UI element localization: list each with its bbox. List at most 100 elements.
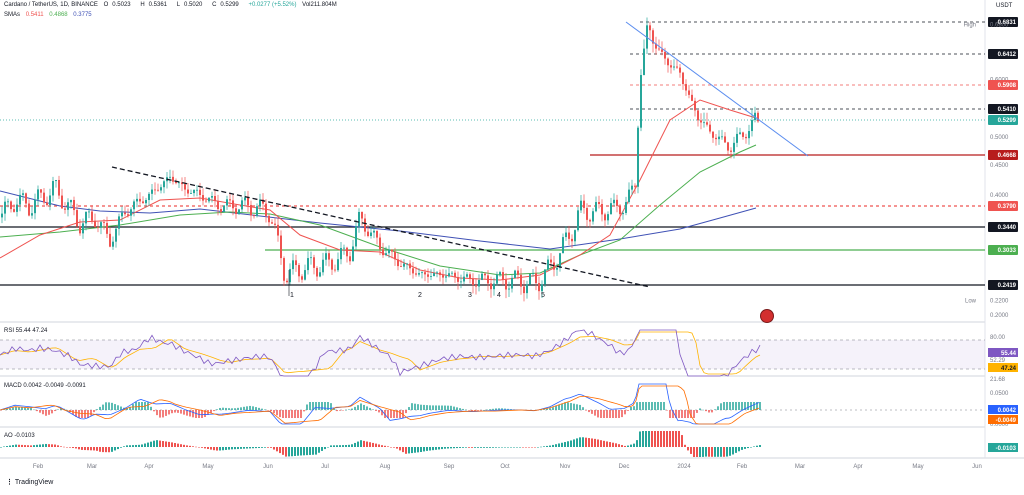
macd-histogram-bar	[507, 408, 509, 410]
macd-histogram-bar	[336, 410, 338, 412]
macd-histogram-bar	[480, 410, 482, 411]
candle-body	[268, 215, 270, 223]
candle-body	[517, 270, 519, 275]
candle-body	[148, 193, 150, 201]
ao-histogram-bar	[672, 431, 674, 447]
macd-histogram-bar	[159, 410, 161, 418]
macd-histogram-bar	[393, 410, 395, 418]
macd-histogram-bar	[0, 410, 2, 411]
candle-body	[376, 230, 378, 238]
ao-histogram-bar	[558, 443, 560, 447]
ao-histogram-bar	[210, 447, 212, 450]
price-level-tag-text: 0.5908	[998, 83, 1017, 89]
ao-histogram-bar	[573, 439, 575, 447]
macd-line	[0, 383, 760, 425]
macd-histogram-bar	[456, 407, 458, 410]
ao-histogram-bar	[645, 431, 647, 447]
macd-tag-text: 0.0042	[998, 408, 1017, 414]
price-level-tag-text: 0.5299	[998, 118, 1017, 124]
ao-histogram-bar	[135, 444, 137, 447]
level-value-label: 0.6800	[990, 22, 1009, 28]
ao-histogram-bar	[90, 447, 92, 451]
candle-body	[4, 201, 6, 214]
macd-histogram-bar	[99, 406, 101, 410]
macd-histogram-bar	[9, 408, 11, 410]
rsi-ma-tag-text: 47.24	[1001, 366, 1017, 372]
ao-histogram-bar	[108, 447, 110, 453]
ao-histogram-bar	[687, 447, 689, 451]
level-side-label: Low	[965, 299, 977, 305]
ao-histogram-bar	[753, 446, 755, 447]
macd-histogram-bar	[708, 410, 710, 413]
ao-histogram-bar	[732, 447, 734, 455]
macd-histogram-bar	[501, 408, 503, 410]
macd-histogram-bar	[684, 410, 686, 418]
ao-histogram-bar	[675, 431, 677, 447]
macd-histogram-bar	[714, 409, 716, 410]
candle-body	[724, 136, 726, 143]
time-axis-label: Nov	[560, 464, 571, 470]
macd-histogram-bar	[675, 410, 677, 418]
time-axis-label: Oct	[500, 464, 510, 470]
macd-histogram-bar	[300, 410, 302, 418]
ao-histogram-bar	[555, 444, 557, 447]
ao-histogram-bar	[444, 447, 446, 449]
ao-histogram-bar	[480, 447, 482, 448]
candle-body	[124, 212, 126, 215]
candle-body	[532, 273, 534, 275]
candle-body	[406, 263, 408, 265]
macd-histogram-bar	[375, 410, 377, 411]
ohlc-close: C 0.5299	[212, 2, 239, 8]
macd-histogram-bar	[216, 409, 218, 410]
macd-histogram-bar	[687, 410, 689, 418]
macd-histogram-bar	[702, 409, 704, 411]
candle-body	[382, 249, 384, 256]
macd-histogram-bar	[738, 402, 740, 410]
macd-histogram-bar	[54, 410, 56, 412]
candle-body	[427, 274, 429, 277]
macd-histogram-bar	[222, 407, 224, 410]
macd-histogram-bar	[408, 407, 410, 410]
ao-histogram-bar	[156, 440, 158, 447]
rsi-ma-tag	[988, 363, 1018, 372]
macd-histogram-bar	[111, 402, 113, 410]
macd-histogram-bar	[594, 410, 596, 416]
macd-histogram-bar	[186, 410, 188, 416]
ao-histogram-bar	[228, 447, 230, 450]
candle-body	[676, 66, 678, 68]
macd-histogram-bar	[564, 402, 566, 410]
ao-histogram-bar	[324, 447, 326, 450]
candle-body	[508, 288, 510, 290]
macd-histogram-bar	[51, 410, 53, 414]
macd-histogram-bar	[747, 402, 749, 410]
time-axis-label: Apr	[144, 464, 153, 470]
macd-signal-tag	[988, 415, 1018, 424]
ao-histogram-bar	[666, 431, 668, 447]
ao-histogram-bar	[684, 444, 686, 447]
candle-body	[451, 272, 453, 274]
candle-body	[184, 184, 186, 190]
candle-body	[457, 277, 459, 282]
ao-histogram-bar	[504, 447, 506, 448]
rsi-level-label: 21.68	[990, 377, 1006, 383]
ao-histogram-bar	[468, 447, 470, 448]
ao-histogram-bar	[120, 447, 122, 448]
macd-histogram-bar	[246, 406, 248, 410]
price-level-tag	[988, 115, 1018, 125]
macd-histogram-bar	[213, 410, 215, 412]
ao-histogram-bar	[168, 441, 170, 447]
ao-histogram-bar	[6, 446, 8, 447]
candle-body	[727, 142, 729, 151]
price-level-tag	[988, 49, 1018, 59]
ao-histogram-bar	[363, 440, 365, 447]
macd-histogram-bar	[84, 410, 86, 418]
macd-histogram-bar	[483, 409, 485, 411]
candle-body	[397, 259, 399, 267]
macd-histogram-bar	[237, 407, 239, 410]
macd-histogram-bar	[387, 410, 389, 418]
ao-histogram-bar	[174, 443, 176, 447]
ao-histogram-bar	[132, 445, 134, 447]
candle-body	[196, 189, 198, 191]
